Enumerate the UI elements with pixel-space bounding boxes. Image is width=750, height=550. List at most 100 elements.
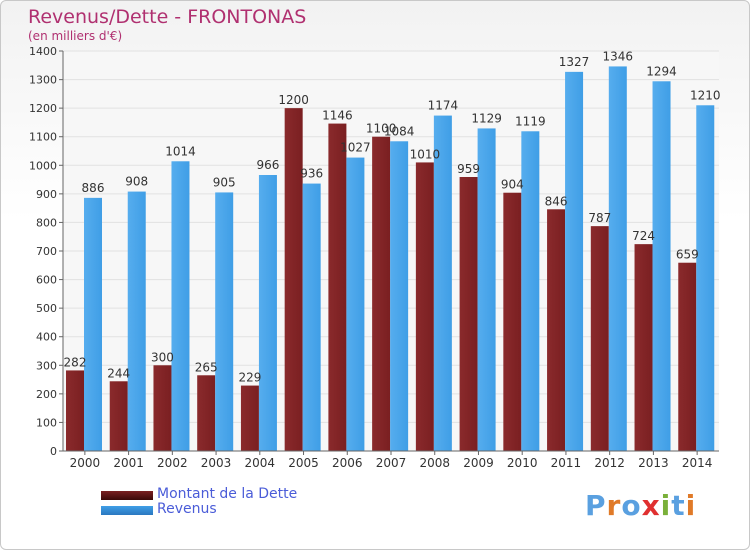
x-tick-label: 2008: [419, 456, 450, 470]
logo-letter: r: [606, 489, 622, 522]
bar-revenue: [302, 183, 321, 452]
axis-layer: [59, 50, 719, 455]
data-label-debt: 1100: [366, 122, 397, 136]
data-label-debt: 959: [457, 162, 480, 176]
y-tick-label: 400: [36, 331, 57, 344]
data-label-debt: 787: [588, 211, 611, 225]
logo-letter: i: [660, 489, 672, 522]
data-label-debt: 1200: [278, 93, 309, 107]
bar-debt: [634, 244, 653, 451]
y-tick-label: 0: [50, 445, 57, 458]
bar-revenue: [346, 157, 365, 452]
x-tick-label: 2004: [245, 456, 276, 470]
data-label-debt: 300: [151, 350, 174, 364]
bar-revenue: [171, 161, 190, 452]
logo-letter: t: [671, 489, 686, 522]
x-tick-label: 2007: [376, 456, 407, 470]
y-tick-label: 1000: [29, 159, 57, 172]
x-tick-label: 2012: [594, 456, 625, 470]
bar-revenue: [652, 81, 671, 452]
y-tick-label: 1100: [29, 131, 57, 144]
bar-debt: [328, 123, 347, 452]
y-tick-label: 100: [36, 416, 57, 429]
logo-letter: i: [685, 489, 697, 522]
y-tick-label: 200: [36, 388, 57, 401]
data-label-debt: 659: [676, 248, 699, 262]
chart-title: Revenus/Dette - FRONTONAS: [28, 6, 307, 28]
x-tick-label: 2010: [507, 456, 538, 470]
x-tick-label: 2003: [201, 456, 232, 470]
data-label-revenue: 936: [300, 167, 323, 181]
bar-debt: [284, 108, 303, 452]
x-tick-label: 2002: [157, 456, 188, 470]
bar-revenue: [608, 66, 627, 451]
legend-label-debt: Montant de la Dette: [157, 486, 298, 502]
x-tick-label: 2014: [682, 456, 713, 470]
x-tick-label: 2013: [638, 456, 669, 470]
data-label-revenue: 1174: [428, 99, 459, 113]
bar-debt: [459, 177, 478, 451]
y-tick-label: 600: [36, 274, 57, 287]
bar-revenue: [390, 141, 409, 452]
bar-debt: [415, 162, 434, 451]
data-label-revenue: 1327: [559, 55, 590, 69]
x-tick-label: 2005: [288, 456, 319, 470]
bar-revenue: [477, 128, 496, 451]
bar-revenue: [215, 192, 234, 451]
bar-debt: [240, 385, 259, 451]
data-label-debt: 282: [64, 355, 87, 369]
logo-letter: P: [585, 489, 607, 522]
data-label-revenue: 905: [213, 175, 236, 189]
x-tick-label: 2006: [332, 456, 363, 470]
data-label-revenue: 1084: [384, 124, 415, 138]
y-tick-label: 900: [36, 188, 57, 201]
bar-revenue: [258, 175, 277, 451]
bar-debt: [590, 226, 609, 451]
bar-debt: [372, 136, 391, 451]
data-label-debt: 904: [501, 178, 524, 192]
y-tick-label: 500: [36, 302, 57, 315]
label-layer: 0 100 200 300 400 500 600 700 800 900 1000 1100 1200…: [29, 45, 721, 470]
data-label-revenue: 1119: [515, 114, 546, 128]
data-label-debt: 1146: [322, 109, 353, 123]
bar-debt: [547, 209, 566, 451]
data-label-revenue: 1294: [646, 64, 677, 78]
data-label-revenue: 1210: [690, 88, 721, 102]
data-label-revenue: 1129: [471, 111, 502, 125]
logo-letter: x: [641, 489, 661, 522]
data-label-debt: 1010: [410, 147, 441, 161]
x-tick-label: 2009: [463, 456, 494, 470]
data-label-revenue: 1014: [165, 144, 196, 158]
y-tick-label: 700: [36, 245, 57, 258]
x-tick-label: 2001: [113, 456, 144, 470]
bar-debt: [678, 262, 697, 451]
y-tick-label: 1400: [29, 45, 57, 58]
x-tick-label: 2011: [551, 456, 582, 470]
y-tick-label: 1300: [29, 74, 57, 87]
legend-swatch-debt: [101, 491, 153, 500]
bar-revenue: [127, 191, 146, 452]
legend-swatch-revenue: [101, 506, 153, 515]
logo-letter: o: [621, 489, 642, 522]
bar-debt: [66, 370, 84, 451]
bar-revenue: [433, 115, 452, 452]
data-label-debt: 846: [545, 194, 568, 208]
data-label-revenue: 1346: [603, 49, 634, 63]
y-tick-label: 800: [36, 216, 57, 229]
data-label-debt: 244: [107, 366, 130, 380]
bar-layer: [66, 66, 715, 452]
bar-debt: [197, 375, 216, 451]
data-label-revenue: 908: [125, 175, 148, 189]
legend-label-revenue: Revenus: [157, 501, 217, 517]
bar-revenue: [565, 71, 584, 451]
data-label-debt: 229: [238, 371, 261, 385]
data-label-revenue: 966: [256, 158, 279, 172]
chart-subtitle: (en milliers d'€): [28, 29, 123, 43]
data-label-revenue: 1027: [340, 141, 371, 155]
data-label-debt: 265: [195, 360, 218, 374]
bar-revenue: [696, 105, 715, 452]
data-label-debt: 724: [632, 229, 655, 243]
bar-debt: [503, 192, 522, 451]
